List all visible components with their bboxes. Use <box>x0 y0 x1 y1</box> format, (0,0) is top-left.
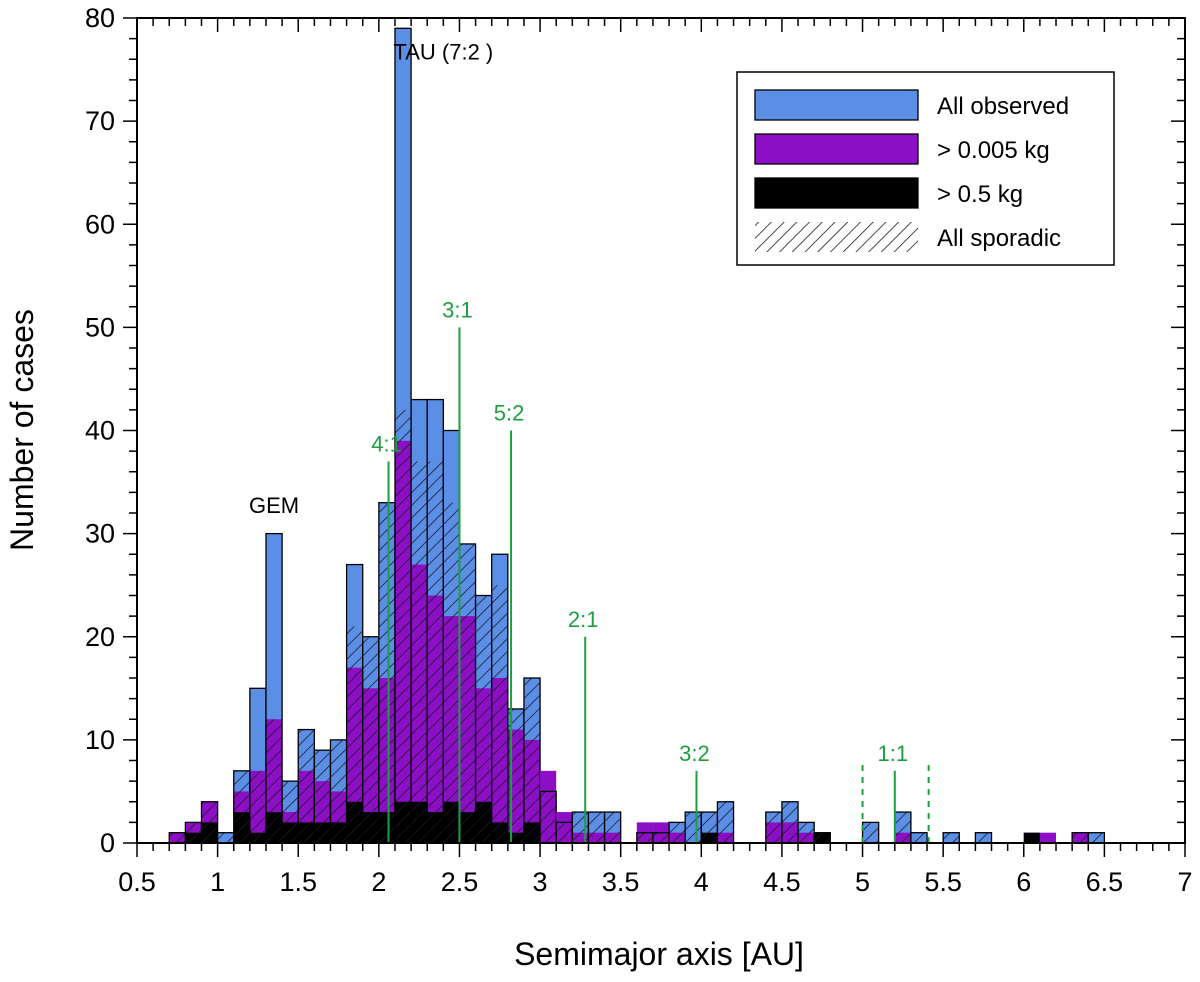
bar-all-sporadic <box>394 409 412 843</box>
y-tick-label: 30 <box>85 519 115 549</box>
bar-all-sporadic <box>798 822 815 843</box>
resonance-label: 3:1 <box>442 297 473 322</box>
x-tick-label: 4.5 <box>763 867 801 897</box>
x-tick-label: 2 <box>371 867 386 897</box>
bar-all-sporadic <box>765 812 782 843</box>
bar-all-sporadic <box>685 812 702 843</box>
x-tick-label: 6 <box>1016 867 1031 897</box>
x-axis-title: Semimajor axis [AU] <box>514 936 804 972</box>
y-tick-label: 60 <box>85 209 115 239</box>
bar-all-sporadic <box>233 770 250 843</box>
bar-all-sporadic <box>1072 832 1089 843</box>
legend-swatch <box>754 177 919 209</box>
x-tick-label: 6.5 <box>1086 867 1124 897</box>
bar-all-sporadic <box>282 781 299 843</box>
bar-all-sporadic <box>459 543 476 843</box>
y-tick-label: 20 <box>85 622 115 652</box>
bar-all-sporadic <box>491 585 508 843</box>
legend-swatch <box>754 133 919 165</box>
x-tick-label: 7 <box>1177 867 1192 897</box>
bar-all-sporadic <box>411 461 428 843</box>
y-tick-label: 0 <box>100 828 115 858</box>
x-tick-label: 4 <box>694 867 709 897</box>
bar-all-sporadic <box>346 626 363 843</box>
bar-all-sporadic <box>427 461 444 843</box>
bar-all-sporadic <box>556 822 573 843</box>
resonance-layer: 4:1 3:1 5:2 2:1 3:2 1:1 GEM TAU (7:2 ) <box>249 39 930 843</box>
y-tick-label: 10 <box>85 725 115 755</box>
bar-all-sporadic <box>330 739 347 843</box>
peak-annotation: GEM <box>249 493 299 518</box>
resonance-label: 5:2 <box>494 401 525 426</box>
resonance-label: 1:1 <box>877 741 908 766</box>
bar-all-sporadic <box>169 832 186 843</box>
bar-mass-gt-0005kg <box>1039 832 1057 843</box>
bar-all-sporadic <box>362 636 379 843</box>
bar-all-sporadic <box>910 832 928 843</box>
bar-all-sporadic <box>604 812 621 843</box>
x-tick-label: 0.5 <box>118 867 156 897</box>
bar-all-sporadic <box>636 832 653 843</box>
bar-mass-gt-05kg <box>1023 832 1040 843</box>
legend-label: All observed <box>937 93 1069 120</box>
y-tick-label: 80 <box>85 3 115 33</box>
x-tick-label: 3 <box>533 867 548 897</box>
bar-all-sporadic <box>717 801 734 843</box>
legend-label: > 0.5 kg <box>937 181 1023 208</box>
bar-all-sporadic <box>523 678 541 843</box>
bar-all-sporadic <box>378 502 395 843</box>
x-tick-label: 1.5 <box>279 867 317 897</box>
x-tick-label: 3.5 <box>602 867 640 897</box>
bars-layer <box>168 27 1106 844</box>
bar-all-sporadic <box>540 791 557 843</box>
legend-swatch <box>754 89 919 121</box>
legend-label: All sporadic <box>937 225 1061 252</box>
bar-all-sporadic <box>475 595 492 843</box>
bar-all-sporadic <box>943 832 960 843</box>
bar-all-sporadic <box>652 832 670 843</box>
legend-swatch <box>755 222 918 252</box>
bar-all-sporadic <box>217 832 234 843</box>
bar-all-sporadic <box>814 832 831 843</box>
bar-all-sporadic <box>894 812 911 843</box>
bar-all-sporadic <box>1088 832 1105 843</box>
bar-all-sporadic <box>314 750 331 843</box>
bar-all-sporadic <box>443 502 460 843</box>
bar-all-sporadic <box>201 801 218 843</box>
bar-all-sporadic <box>298 729 315 843</box>
resonance-label: 2:1 <box>568 607 599 632</box>
bar-all-sporadic <box>588 812 605 843</box>
bar-all-sporadic <box>975 832 992 843</box>
x-tick-label: 5 <box>855 867 870 897</box>
axes-layer: 0.5 1 1.5 2 2.5 3 3.5 4 4.5 5 5.5 6 6.5 7010203040506… <box>85 3 1193 897</box>
bar-all-sporadic <box>185 822 202 843</box>
bar-all-sporadic <box>669 822 686 843</box>
x-tick-label: 1 <box>210 867 225 897</box>
bar-all-sporadic <box>701 812 718 843</box>
legend-label: > 0.005 kg <box>937 137 1050 164</box>
bar-all-sporadic <box>862 822 879 843</box>
x-tick-label: 5.5 <box>924 867 962 897</box>
resonance-label: 4:1 <box>371 431 402 456</box>
y-tick-label: 50 <box>85 312 115 342</box>
resonance-label: 3:2 <box>679 741 710 766</box>
peak-annotation: TAU (7:2 ) <box>393 39 493 64</box>
bar-all-sporadic <box>265 719 283 843</box>
bar-all-sporadic <box>249 770 266 843</box>
y-axis-title: Number of cases <box>4 309 40 551</box>
bar-all-sporadic <box>781 801 799 843</box>
y-tick-label: 40 <box>85 416 115 446</box>
legend: All observed > 0.005 kg > 0.5 kg All sporad… <box>736 71 1115 266</box>
y-tick-label: 70 <box>85 106 115 136</box>
x-tick-label: 2.5 <box>441 867 479 897</box>
